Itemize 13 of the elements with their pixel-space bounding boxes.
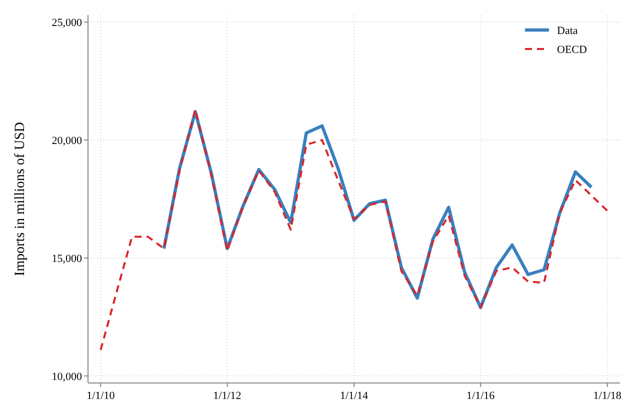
x-tick-label: 1/1/12 [213, 390, 242, 402]
x-tick-label: 1/1/16 [466, 390, 496, 402]
legend-label: OECD [557, 44, 587, 56]
legend-label: Data [557, 24, 578, 37]
x-tick-label: 1/1/18 [593, 390, 622, 402]
y-tick-label: 25,000 [52, 16, 82, 29]
x-tick-label: 1/1/10 [86, 390, 116, 402]
x-tick-label: 1/1/14 [340, 390, 369, 402]
y-axis-title: Imports in millions of USD [13, 122, 28, 276]
y-tick-label: 20,000 [52, 134, 82, 147]
y-tick-label: 10,000 [52, 370, 82, 383]
line-series [100, 108, 608, 351]
y-tick-label: 15,000 [52, 252, 82, 265]
